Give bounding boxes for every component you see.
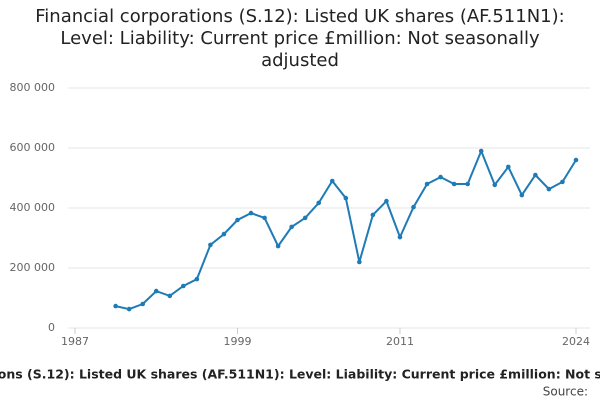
point — [546, 186, 552, 192]
point — [126, 306, 132, 312]
point — [519, 192, 525, 198]
point — [533, 172, 538, 178]
caption: Financial corporations (S.12): Listed UK… — [0, 367, 600, 382]
point — [411, 204, 416, 210]
point — [302, 215, 308, 221]
x-tick-label: 1999 — [223, 335, 251, 348]
y-tick-label: 0 — [48, 321, 55, 334]
point — [343, 195, 349, 201]
y-tick-label: 400 000 — [10, 201, 56, 214]
point — [560, 179, 565, 185]
point — [505, 164, 511, 170]
x-tick-label: 2011 — [386, 335, 414, 348]
point — [451, 181, 457, 187]
point — [221, 231, 227, 237]
point — [113, 303, 118, 309]
point — [262, 215, 267, 221]
point — [316, 200, 322, 206]
point — [424, 181, 430, 187]
point — [248, 210, 254, 216]
x-tick-label: 1987 — [61, 335, 89, 348]
point — [289, 224, 294, 230]
chart-title: Financial corporations (S.12): Listed UK… — [35, 6, 565, 71]
point — [140, 301, 146, 307]
point — [384, 198, 389, 204]
point — [465, 181, 470, 187]
point — [397, 234, 403, 240]
point — [573, 157, 579, 163]
y-tick-label: 200 000 — [10, 261, 56, 274]
y-tick-label: 800 000 — [10, 81, 56, 94]
point — [181, 283, 186, 289]
y-tick-label: 600 000 — [10, 141, 56, 154]
point — [357, 259, 362, 265]
point — [438, 174, 443, 180]
point — [370, 212, 376, 218]
point — [492, 182, 498, 188]
source: Source: — [543, 385, 588, 399]
point — [275, 243, 281, 249]
point — [329, 178, 335, 184]
point — [208, 242, 213, 248]
point — [194, 276, 200, 282]
point — [167, 293, 173, 299]
point — [153, 288, 159, 294]
point — [235, 217, 240, 223]
x-tick-label: 2024 — [562, 335, 590, 348]
point — [478, 148, 484, 154]
